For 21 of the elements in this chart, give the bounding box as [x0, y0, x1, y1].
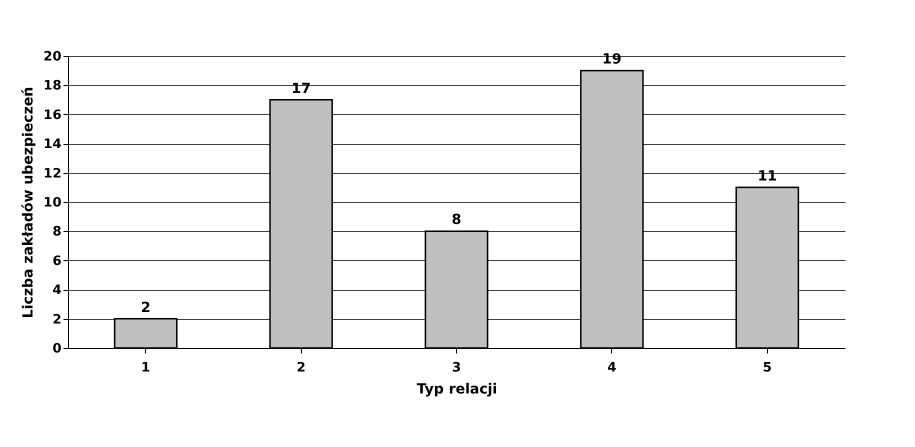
y-tick-label: 14 [43, 137, 62, 152]
y-tick-label: 0 [52, 342, 62, 356]
y-tick-label: 10 [43, 196, 62, 210]
y-tick-label: 12 [43, 166, 62, 182]
data-label: 2 [140, 300, 151, 316]
x-tick-label: 1 [141, 360, 150, 376]
x-tick-label: 2 [296, 360, 306, 376]
x-tick-label: 5 [762, 360, 772, 376]
y-axis-title: Liczba zakładów ubezpieczeń [20, 86, 36, 318]
y-tick-label: 20 [43, 50, 62, 64]
data-label: 17 [291, 80, 311, 97]
x-tick-label: 4 [607, 360, 616, 376]
y-tick-label: 16 [43, 108, 62, 123]
x-axis-title: Typ relacji [416, 382, 498, 398]
y-tick-label: 4 [52, 283, 62, 298]
y-tick-label: 2 [52, 312, 62, 328]
x-tick-label: 3 [452, 360, 462, 376]
y-tick-label: 18 [43, 78, 62, 94]
y-tick-label: 6 [52, 254, 62, 269]
y-tick-label: 8 [52, 224, 62, 240]
data-label: 8 [452, 212, 462, 228]
